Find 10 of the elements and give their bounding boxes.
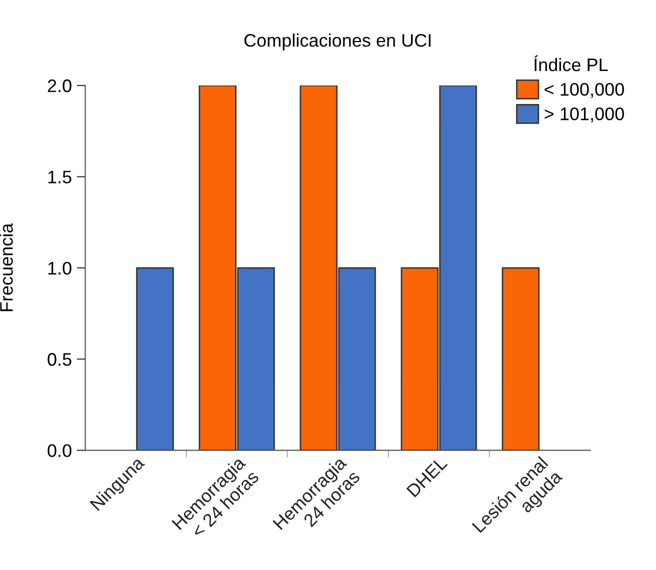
y-tick-label: 2.0 [48, 79, 72, 92]
y-tick-label: 0.5 [48, 353, 72, 366]
y-tick-label: 1.5 [48, 170, 72, 184]
legend-label: > 101,000 [544, 107, 624, 122]
chart-title: Complicaciones en UCI [244, 34, 431, 50]
y-axis-title: Frecuencia [0, 223, 13, 312]
y-tick-label: 0.0 [48, 444, 72, 458]
legend-label: < 100,000 [544, 82, 624, 98]
y-tick-label: 1.0 [48, 262, 72, 275]
legend-title: Índice PL [534, 55, 608, 72]
